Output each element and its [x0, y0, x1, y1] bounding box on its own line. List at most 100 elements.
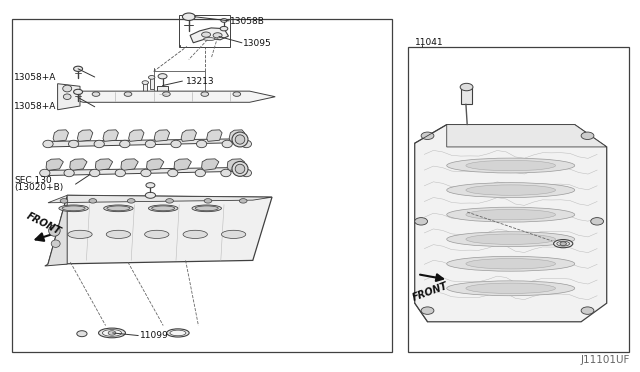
Circle shape [415, 218, 428, 225]
Ellipse shape [171, 140, 181, 148]
Polygon shape [45, 167, 246, 176]
Circle shape [460, 83, 473, 91]
Circle shape [148, 76, 155, 79]
Ellipse shape [447, 183, 575, 198]
Ellipse shape [557, 241, 570, 246]
Bar [150, 78, 154, 89]
Ellipse shape [63, 94, 71, 100]
Circle shape [204, 199, 212, 203]
Bar [408, 46, 629, 352]
Polygon shape [229, 130, 244, 141]
Polygon shape [190, 28, 228, 43]
Polygon shape [58, 84, 80, 110]
Ellipse shape [51, 240, 60, 247]
Ellipse shape [192, 205, 221, 212]
Polygon shape [48, 195, 272, 264]
Ellipse shape [195, 169, 205, 177]
Polygon shape [64, 91, 275, 102]
Circle shape [581, 307, 594, 314]
Ellipse shape [170, 330, 186, 336]
Ellipse shape [221, 230, 246, 238]
Ellipse shape [221, 169, 231, 177]
Polygon shape [46, 159, 63, 170]
Ellipse shape [466, 209, 556, 220]
Circle shape [201, 92, 209, 96]
Ellipse shape [120, 140, 130, 148]
Ellipse shape [49, 225, 60, 236]
Ellipse shape [466, 283, 556, 294]
Polygon shape [53, 130, 68, 141]
Circle shape [202, 32, 211, 37]
Text: 13058+A: 13058+A [14, 73, 56, 81]
Ellipse shape [167, 329, 189, 337]
Circle shape [146, 183, 155, 188]
Ellipse shape [447, 232, 575, 247]
Ellipse shape [152, 206, 175, 211]
Ellipse shape [466, 185, 556, 195]
Text: SEC.130: SEC.130 [14, 176, 52, 185]
Ellipse shape [447, 256, 575, 271]
Ellipse shape [40, 169, 50, 177]
Ellipse shape [554, 240, 573, 248]
Polygon shape [77, 130, 93, 141]
Polygon shape [174, 159, 191, 170]
Ellipse shape [145, 230, 169, 238]
Circle shape [239, 199, 247, 203]
Ellipse shape [447, 281, 575, 296]
Ellipse shape [195, 206, 218, 211]
Circle shape [127, 199, 135, 203]
Text: FRONT: FRONT [25, 211, 62, 236]
Ellipse shape [107, 206, 130, 211]
Ellipse shape [43, 140, 53, 148]
Circle shape [89, 199, 97, 203]
Circle shape [77, 331, 87, 337]
Bar [157, 86, 168, 97]
Ellipse shape [236, 164, 245, 173]
Polygon shape [147, 159, 164, 170]
Circle shape [220, 26, 228, 31]
Polygon shape [103, 130, 118, 141]
Polygon shape [48, 195, 272, 203]
Circle shape [421, 132, 434, 140]
Text: FRONT: FRONT [411, 281, 449, 303]
Circle shape [108, 331, 116, 335]
Ellipse shape [241, 140, 252, 148]
Bar [12, 19, 392, 352]
Text: 13095: 13095 [243, 39, 272, 48]
Polygon shape [447, 125, 607, 147]
Ellipse shape [183, 230, 207, 238]
Circle shape [142, 81, 148, 84]
Ellipse shape [168, 169, 178, 177]
Ellipse shape [99, 328, 125, 338]
Polygon shape [181, 130, 196, 141]
Polygon shape [207, 130, 222, 141]
Circle shape [182, 13, 195, 20]
Polygon shape [45, 195, 67, 266]
Ellipse shape [466, 160, 556, 171]
Ellipse shape [241, 169, 252, 177]
Text: 13058+A: 13058+A [14, 102, 56, 111]
Circle shape [74, 66, 83, 71]
Text: 11099: 11099 [140, 331, 168, 340]
Text: 11041: 11041 [415, 38, 444, 46]
Ellipse shape [63, 85, 72, 92]
Text: 13058B: 13058B [230, 17, 265, 26]
Ellipse shape [236, 135, 245, 144]
Polygon shape [48, 139, 246, 147]
Ellipse shape [232, 161, 248, 176]
Circle shape [145, 192, 156, 198]
Ellipse shape [232, 132, 248, 147]
Text: 13213: 13213 [186, 77, 214, 86]
Ellipse shape [145, 140, 156, 148]
Ellipse shape [466, 234, 556, 244]
Ellipse shape [115, 169, 125, 177]
Ellipse shape [102, 330, 122, 336]
Ellipse shape [148, 205, 178, 212]
Ellipse shape [222, 140, 232, 148]
Ellipse shape [94, 140, 104, 148]
Ellipse shape [59, 205, 88, 212]
Circle shape [221, 19, 227, 22]
Polygon shape [202, 159, 219, 170]
Polygon shape [129, 130, 144, 141]
Polygon shape [121, 159, 138, 170]
